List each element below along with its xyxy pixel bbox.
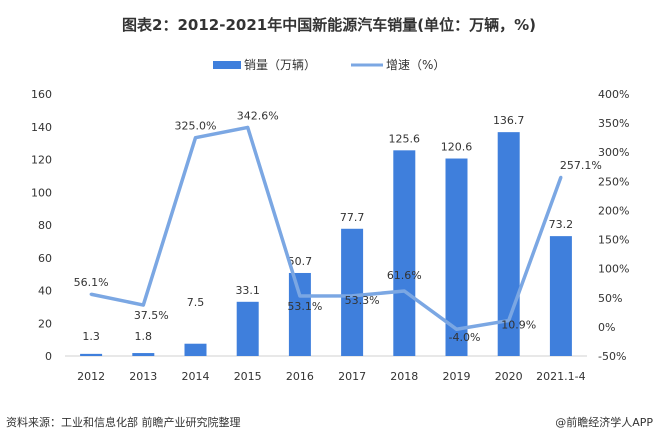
- growth-value-label: 53.1%: [287, 300, 322, 313]
- growth-point: [194, 136, 197, 140]
- x-tick-label: 2017: [338, 370, 366, 383]
- growth-value-label: 56.1%: [74, 276, 109, 289]
- bar: [132, 353, 155, 356]
- x-tick-label: 2013: [129, 370, 157, 383]
- x-tick-label: 2012: [77, 370, 105, 383]
- left-tick-label: 60: [38, 252, 52, 265]
- bar-value-label: 136.7: [493, 114, 525, 127]
- source-note: 资料来源：工业和信息化部 前瞻产业研究院整理: [6, 416, 241, 429]
- bar-value-label: 120.6: [441, 141, 473, 154]
- x-tick-label: 2016: [286, 370, 314, 383]
- bar-value-label: 77.7: [340, 211, 365, 224]
- bar: [236, 301, 259, 356]
- growth-point: [507, 319, 511, 323]
- bar: [341, 228, 364, 356]
- growth-line: [90, 125, 563, 331]
- growth-value-label: -4.0%: [449, 331, 481, 344]
- x-tick-label: 2020: [495, 370, 523, 383]
- x-tick-label: 2021.1-4: [536, 370, 585, 383]
- right-tick-label: 50%: [598, 292, 622, 305]
- x-tick-label: 2018: [390, 370, 418, 383]
- left-tick-label: 0: [45, 350, 52, 363]
- growth-value-label: 61.6%: [387, 269, 422, 282]
- left-tick-label: 100: [31, 186, 52, 199]
- growth-value-label: 37.5%: [134, 309, 169, 322]
- left-tick-label: 20: [38, 317, 52, 330]
- bar: [393, 150, 416, 356]
- x-tick-label: 2014: [182, 370, 210, 383]
- brand-credit: @前瞻经济学人APP: [555, 416, 653, 429]
- bar: [497, 132, 520, 356]
- right-tick-label: 100%: [598, 263, 629, 276]
- legend-label-sales: 销量（万辆）: [244, 58, 316, 72]
- right-tick-label: 300%: [598, 146, 629, 159]
- growth-point: [350, 294, 354, 298]
- growth-point: [141, 303, 145, 307]
- bar-value-label: 50.7: [288, 255, 313, 268]
- right-tick-label: 200%: [598, 204, 629, 217]
- bar-value-label: 7.5: [187, 296, 205, 309]
- bar: [288, 272, 311, 356]
- x-tick-label: 2015: [234, 370, 262, 383]
- left-tick-label: 160: [31, 88, 52, 101]
- bar: [80, 353, 103, 356]
- bar-value-label: 33.1: [235, 284, 260, 297]
- growth-point: [298, 294, 302, 298]
- bar: [184, 343, 207, 356]
- growth-value-label: 10.9%: [501, 319, 536, 332]
- growth-point: [455, 327, 458, 331]
- legend: 销量（万辆） 增速（%）: [213, 58, 445, 72]
- bar-value-label: 1.8: [135, 330, 153, 343]
- legend-swatch-bar: [213, 61, 241, 69]
- legend-label-growth: 增速（%）: [386, 58, 445, 72]
- bar: [445, 158, 468, 356]
- x-tick-label: 2019: [443, 370, 471, 383]
- right-tick-label: 250%: [598, 175, 629, 188]
- growth-point: [402, 289, 406, 293]
- bar-value-label: 1.3: [82, 330, 100, 343]
- growth-point: [89, 292, 93, 296]
- bar-value-label: 73.2: [549, 218, 574, 231]
- chart: 图表2：2012-2021年中国新能源汽车销量(单位：万辆，%) 销量（万辆） …: [31, 16, 629, 383]
- growth-value-label: 53.3%: [345, 294, 380, 307]
- right-tick-label: 400%: [598, 88, 629, 101]
- right-tick-label: 150%: [598, 234, 629, 247]
- right-tick-label: 0%: [598, 321, 615, 334]
- chart-title: 图表2：2012-2021年中国新能源汽车销量(单位：万辆，%): [122, 16, 536, 34]
- bar: [549, 236, 572, 356]
- growth-value-label: 325.0%: [175, 120, 217, 133]
- bar-value-label: 125.6: [389, 132, 421, 145]
- right-tick-label: -50%: [598, 350, 626, 363]
- left-tick-label: 40: [38, 285, 52, 298]
- growth-value-label: 342.6%: [237, 109, 279, 122]
- growth-value-label: 257.1%: [560, 159, 602, 172]
- left-tick-label: 120: [31, 154, 52, 167]
- growth-point: [559, 175, 563, 179]
- growth-point: [246, 125, 250, 129]
- left-tick-label: 140: [31, 121, 52, 134]
- right-tick-label: 350%: [598, 117, 629, 130]
- left-tick-label: 80: [38, 219, 52, 232]
